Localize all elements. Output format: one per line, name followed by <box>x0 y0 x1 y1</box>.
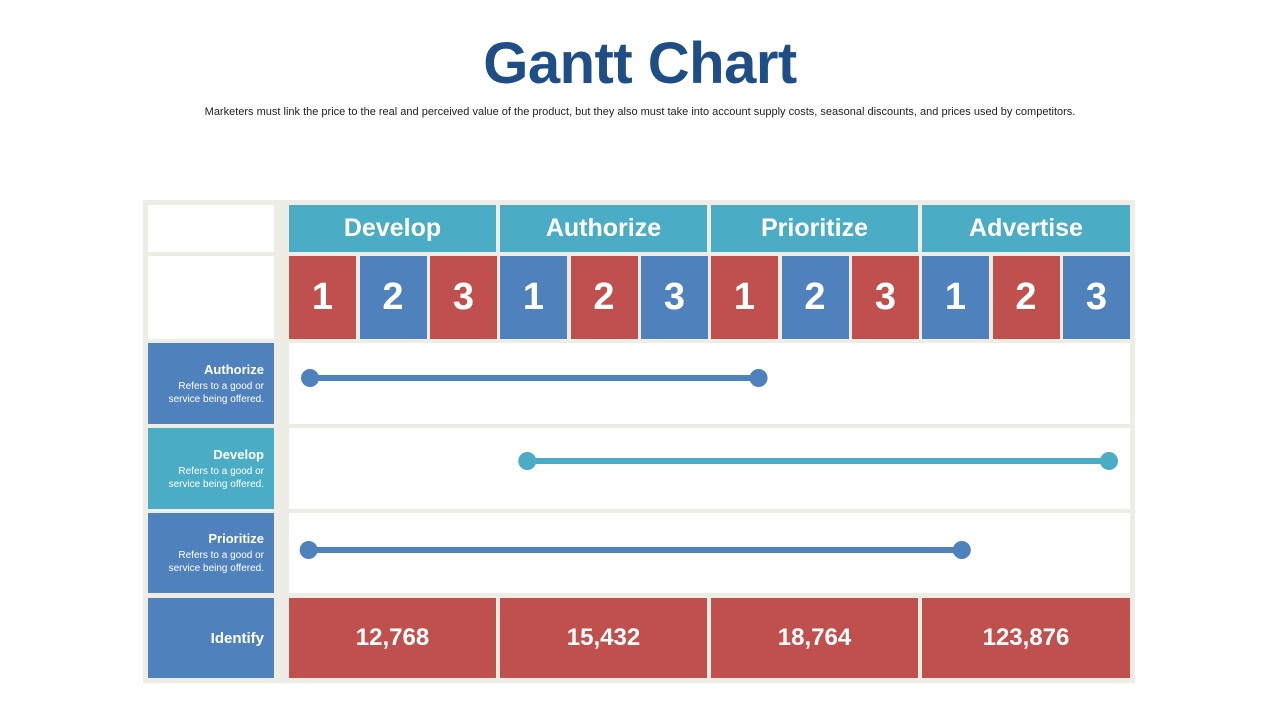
gantt-bar-end-marker <box>952 541 971 559</box>
sub-column-5: 2 <box>570 256 638 339</box>
corner-cell-sub <box>148 256 274 339</box>
task-label-develop: Develop Refers to a good or service bein… <box>148 428 274 509</box>
gantt-bar-start-marker <box>518 452 537 470</box>
sub-column-9: 3 <box>852 256 919 339</box>
page-subtitle: Marketers must link the price to the rea… <box>204 106 1076 118</box>
task-label-authorize: Authorize Refers to a good or service be… <box>148 343 274 424</box>
sub-column-11: 2 <box>992 256 1060 339</box>
total-value-advertise: 123,876 <box>922 598 1130 678</box>
gantt-bars <box>299 369 1118 559</box>
sub-column-1: 1 <box>289 256 356 339</box>
gantt-bar-end-marker <box>749 369 768 387</box>
task-description: Refers to a good or service being offere… <box>168 380 264 405</box>
totals-label: Identify <box>148 598 274 678</box>
sub-column-10: 1 <box>922 256 989 339</box>
page-title: Gantt Chart <box>483 31 797 96</box>
task-row-authorize <box>289 343 1130 424</box>
sub-column-6: 3 <box>641 256 708 339</box>
task-name: Prioritize <box>208 531 264 546</box>
total-value-develop: 12,768 <box>289 598 496 678</box>
sub-column-7: 1 <box>711 256 778 339</box>
total-value-authorize: 15,432 <box>500 598 707 678</box>
sub-column-3: 3 <box>430 256 497 339</box>
task-label-prioritize: Prioritize Refers to a good or service b… <box>148 513 274 593</box>
task-name: Authorize <box>204 361 264 377</box>
gantt-table: Develop Authorize Prioritize Advertise 1… <box>143 200 1135 683</box>
sub-column-12: 3 <box>1063 256 1130 339</box>
task-description: Refers to a good or service being offere… <box>168 550 264 574</box>
phase-header-authorize: Authorize <box>500 205 707 252</box>
sub-column-2: 2 <box>359 256 427 339</box>
task-name: Develop <box>213 446 264 462</box>
gantt-bar-start-marker <box>299 541 318 559</box>
sub-column-4: 1 <box>500 256 567 339</box>
task-row-develop <box>289 428 1130 509</box>
sub-column-8: 2 <box>781 256 849 339</box>
gantt-bar-end-marker <box>1099 452 1118 470</box>
corner-cell <box>148 205 274 252</box>
gantt-bar-start-marker <box>301 369 320 387</box>
phase-header-develop: Develop <box>289 205 496 252</box>
total-value-prioritize: 18,764 <box>711 598 918 678</box>
phase-header-prioritize: Prioritize <box>711 205 918 252</box>
task-description: Refers to a good or service being offere… <box>168 465 264 490</box>
phase-header-advertise: Advertise <box>922 205 1130 252</box>
